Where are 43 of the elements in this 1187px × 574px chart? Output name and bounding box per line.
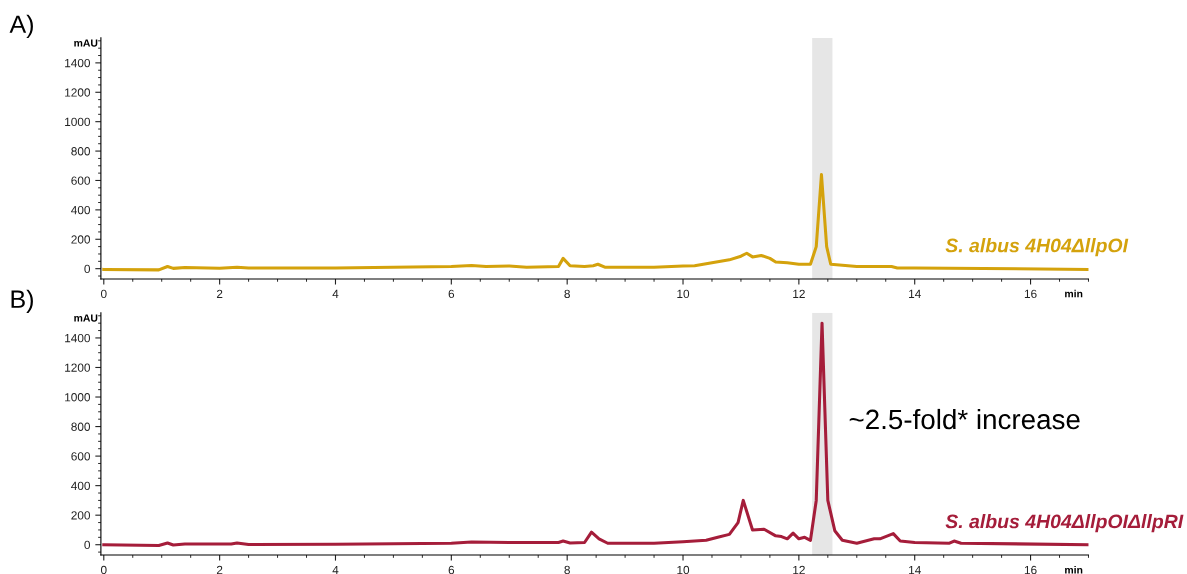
x-tick-label: 4	[332, 565, 339, 574]
x-tick-label: 12	[793, 565, 805, 574]
series-label: S. albus 4H04ΔllpOI	[945, 238, 1129, 257]
y-axis-title: mAU	[74, 314, 98, 322]
x-axis-title: min	[1065, 289, 1083, 298]
annotation: ~2.5-fold* increase	[849, 408, 1080, 430]
x-tick-label: 6	[448, 289, 455, 299]
x-tick-label: 10	[677, 565, 690, 574]
y-tick-label: 1200	[65, 88, 91, 97]
y-axis-title: mAU	[74, 39, 98, 47]
chart-title: A)	[9, 14, 33, 39]
x-tick-label: 4	[332, 289, 339, 298]
x-tick-label: 6	[448, 565, 455, 574]
y-tick-label: 1000	[65, 117, 91, 127]
y-tick-label: 800	[71, 422, 91, 431]
x-tick-label: 16	[1024, 565, 1037, 574]
x-tick-label: 14	[909, 565, 921, 574]
y-tick-label: 200	[71, 511, 91, 520]
y-tick-label: 1000	[65, 393, 91, 402]
y-tick-label: 400	[71, 205, 91, 215]
y-tick-label: 0	[84, 264, 91, 274]
series-label: S. albus 4H04ΔllpOIΔllpRI	[945, 514, 1184, 533]
y-tick-label: 400	[71, 481, 91, 491]
y-tick-label: 600	[71, 176, 91, 185]
x-tick-label: 16	[1024, 289, 1037, 299]
x-tick-label: 14	[909, 289, 921, 298]
y-tick-label: 0	[84, 540, 91, 550]
x-axis-title: min	[1065, 565, 1083, 574]
x-tick-label: 10	[677, 289, 690, 299]
x-tick-label: 0	[100, 565, 107, 574]
x-tick-label: 2	[216, 289, 223, 298]
y-tick-label: 200	[71, 235, 91, 244]
y-tick-label: 1400	[65, 333, 91, 343]
x-tick-label: 8	[564, 289, 570, 299]
x-tick-label: 0	[100, 289, 107, 299]
y-tick-label: 600	[71, 452, 91, 461]
x-tick-label: 8	[564, 565, 570, 574]
x-tick-label: 12	[793, 289, 805, 298]
x-tick-label: 2	[216, 565, 223, 574]
chart-title: B)	[11, 289, 33, 313]
y-tick-label: 800	[71, 147, 91, 156]
y-tick-label: 1200	[65, 363, 91, 372]
y-tick-label: 1400	[65, 58, 91, 68]
